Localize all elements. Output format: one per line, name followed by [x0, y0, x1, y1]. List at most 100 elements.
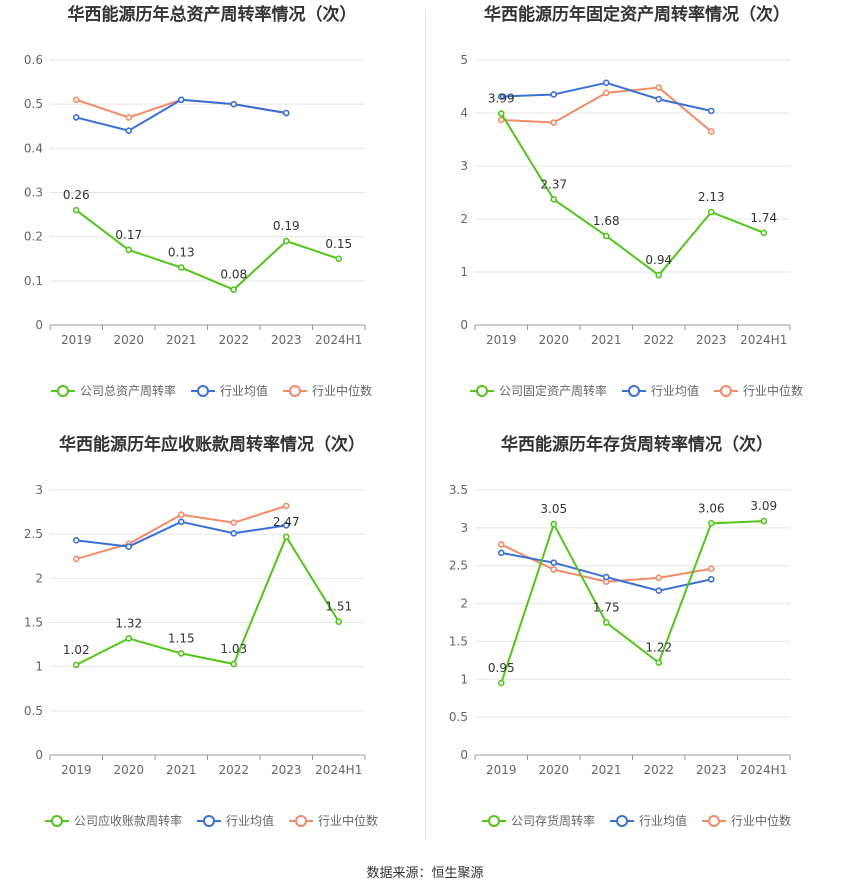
data-point-company [335, 618, 343, 625]
x-tick-label: 2023 [271, 763, 302, 777]
data-point-company [125, 246, 133, 254]
y-tick-label: 2 [460, 212, 468, 226]
series-line-company [75, 535, 340, 666]
data-point-median [282, 502, 290, 510]
data-point-company [550, 520, 558, 528]
legend-label-avg: 行业均值 [651, 383, 699, 398]
series-line-company [500, 520, 764, 684]
data-point-company [177, 264, 185, 271]
legend-marker-avg [628, 385, 640, 397]
data-point-company [655, 659, 663, 666]
chart-legend: 公司存货周转率 行业均值 行业中位数 [482, 813, 791, 828]
data-label: 1.51 [325, 600, 352, 614]
x-tick-label: 2023 [271, 333, 302, 347]
y-tick-label: 4 [460, 106, 468, 120]
legend-label-company: 公司总资产周转率 [80, 383, 176, 398]
x-tick-label: 2021 [166, 333, 197, 347]
data-point-avg [230, 529, 238, 537]
y-tick-label: 0.4 [24, 141, 43, 155]
y-tick-label: 5 [460, 53, 468, 67]
series-line-company [75, 209, 340, 291]
y-tick-label: 0 [460, 748, 468, 762]
y-tick-label: 2.5 [449, 559, 468, 573]
data-label: 0.94 [645, 253, 672, 267]
chart-panel-total-asset-turnover: 华西能源历年总资产周转率情况（次） 0 0.1 0.2 0.3 0.4 0.5 0.6 2019… [0, 0, 425, 430]
y-tick-label: 0.5 [24, 704, 43, 718]
y-tick-label: 1.5 [449, 634, 468, 648]
data-label: 2.37 [540, 177, 567, 191]
data-point-company [125, 635, 133, 642]
data-label: 0.95 [488, 661, 515, 675]
data-point-avg [72, 537, 80, 544]
chart-title: 华西能源历年存货周转率情况（次） [501, 434, 773, 455]
chart-svg: 华西能源历年存货周转率情况（次） 0 0.5 1 1.5 2 2.5 3 3.5 2019 2020… [449, 434, 791, 828]
data-label: 2.47 [273, 515, 300, 529]
legend-label-company: 公司应收账款周转率 [74, 813, 182, 828]
y-tick-label: 3 [35, 483, 43, 497]
data-label: 0.13 [168, 246, 195, 260]
data-point-company [230, 286, 238, 293]
data-point-company [550, 196, 558, 203]
data-point-median [72, 96, 80, 104]
y-tick-label: 0.2 [24, 230, 43, 244]
legend-marker-company [476, 385, 488, 397]
data-point-median [550, 566, 558, 573]
data-label: 0.15 [325, 237, 352, 251]
legend-marker-company [57, 385, 69, 397]
x-tick-label: 2019 [486, 763, 517, 777]
data-source-note: 数据来源：恒生聚源 [366, 866, 484, 881]
data-point-company [655, 271, 663, 279]
x-tick-label: 2021 [591, 763, 622, 777]
legend-label-median: 行业中位数 [312, 383, 372, 398]
x-tick-label: 2020 [113, 333, 144, 347]
chart-legend: 公司应收账款周转率 行业均值 行业中位数 [45, 813, 378, 828]
y-tick-label: 3.5 [449, 483, 468, 497]
x-tick-label: 2022 [218, 333, 249, 347]
legend-marker-avg [616, 815, 628, 827]
data-point-median [230, 519, 238, 526]
data-label: 3.99 [488, 92, 515, 106]
data-label: 3.05 [540, 502, 567, 516]
data-point-company [707, 208, 715, 216]
legend-label-avg: 行业均值 [220, 383, 268, 398]
data-point-avg [177, 518, 185, 526]
y-tick-label: 1 [460, 265, 468, 279]
data-point-avg [602, 79, 610, 87]
data-point-company [230, 660, 238, 668]
chart-panel-fixed-asset-turnover: 华西能源历年固定资产周转率情况（次） 0 1 2 3 4 5 2019 2020 2021 2022… [425, 0, 850, 430]
y-tick-label: 2.5 [24, 527, 43, 541]
x-tick-label: 2024H1 [315, 763, 362, 777]
x-tick-label: 2024H1 [740, 333, 787, 347]
x-tick-label: 2022 [643, 763, 674, 777]
data-point-avg [655, 587, 663, 594]
chart-title: 华西能源历年总资产周转率情况（次） [68, 4, 357, 25]
x-tick-label: 2023 [696, 763, 727, 777]
y-tick-label: 0.6 [24, 53, 43, 67]
data-point-avg [497, 549, 505, 557]
y-tick-label: 0.5 [449, 710, 468, 724]
data-label: 2.13 [698, 190, 725, 204]
data-point-median [655, 574, 663, 582]
data-point-company [497, 679, 505, 687]
legend-marker-company [51, 815, 63, 827]
data-point-median [602, 89, 610, 97]
data-label: 3.09 [750, 499, 777, 513]
x-tick-label: 2022 [643, 333, 674, 347]
chart-title: 华西能源历年应收账款周转率情况（次） [59, 434, 365, 455]
y-tick-label: 0 [35, 748, 43, 762]
y-tick-label: 0 [460, 318, 468, 332]
chart-svg: 华西能源历年总资产周转率情况（次） 0 0.1 0.2 0.3 0.4 0.5 0.6 2019… [24, 4, 372, 398]
x-tick-label: 2019 [61, 333, 92, 347]
legend-label-avg: 行业均值 [226, 813, 274, 828]
y-tick-label: 3 [460, 159, 468, 173]
x-tick-label: 2021 [591, 333, 622, 347]
data-point-avg [125, 543, 133, 550]
data-point-company [760, 517, 768, 525]
data-point-median [707, 565, 715, 573]
y-tick-label: 2 [35, 571, 43, 585]
data-point-avg [177, 96, 185, 104]
x-tick-label: 2020 [113, 763, 144, 777]
legend-marker-median [289, 385, 301, 397]
legend-label-median: 行业中位数 [731, 813, 791, 828]
chart-svg: 华西能源历年应收账款周转率情况（次） 0 0.5 1 1.5 2 2.5 3 2019 2020 2… [24, 434, 378, 828]
